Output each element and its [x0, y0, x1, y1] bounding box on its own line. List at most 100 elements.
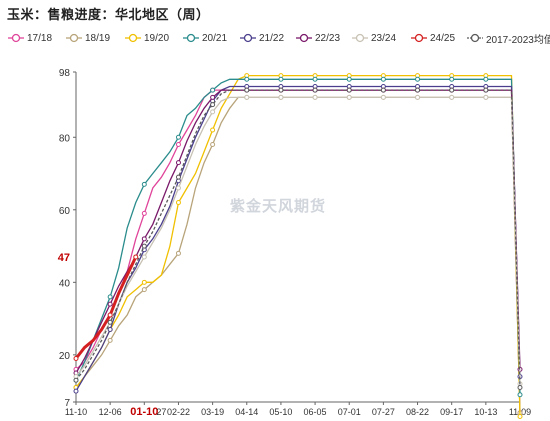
- series-point-3: [483, 76, 489, 82]
- series-point-1: [210, 142, 216, 148]
- series-point-3: [380, 76, 386, 82]
- watermark: 紫金天风期货: [230, 198, 327, 215]
- series-point-7: [133, 254, 139, 260]
- x-tick-label: 03-19: [201, 407, 224, 417]
- series-point-1: [107, 337, 113, 343]
- legend-item: 18/19: [66, 30, 110, 46]
- series-point-6: [346, 94, 352, 100]
- legend-marker-icon: [352, 33, 368, 43]
- x-tick-label: 02-22: [167, 407, 190, 417]
- legend-marker-icon: [66, 33, 82, 43]
- series-point-2: [141, 279, 147, 285]
- series-point-7: [73, 355, 79, 361]
- series-point-8: [517, 384, 523, 390]
- series-point-2: [517, 414, 523, 420]
- series-point-8: [175, 174, 181, 180]
- series-line-3: [75, 78, 521, 395]
- series-point-6: [175, 185, 181, 191]
- legend-marker-icon: [467, 33, 483, 43]
- legend-label: 22/23: [315, 32, 341, 44]
- series-point-3: [415, 76, 421, 82]
- series-point-5: [210, 94, 216, 100]
- series-point-6: [312, 94, 318, 100]
- chart-title: 玉米：售粮进度：华北地区（周）: [7, 7, 210, 22]
- series-point-3: [210, 87, 216, 93]
- legend-item: 19/20: [125, 30, 169, 46]
- series-point-6: [210, 109, 216, 115]
- legend-marker-icon: [8, 33, 24, 43]
- series-point-6: [278, 94, 284, 100]
- y-tick-label: 20: [59, 351, 71, 362]
- series-point-6: [244, 94, 250, 100]
- series-point-4: [107, 326, 113, 332]
- series-point-5: [141, 236, 147, 242]
- series-point-3: [449, 76, 455, 82]
- x-partial-tick-label: 27: [156, 407, 166, 417]
- y-tick-label: 98: [59, 68, 71, 79]
- x-tick-label: 07-01: [338, 407, 361, 417]
- legend-label: 2017-2023均值: [486, 34, 550, 46]
- legend-marker-icon: [240, 33, 256, 43]
- legend-item: 20/21: [183, 30, 227, 46]
- y-tick-label: 7: [64, 398, 70, 409]
- x-tick-label: 06-05: [304, 407, 327, 417]
- y-highlight-label: 47: [58, 252, 70, 264]
- legend-marker-icon: [296, 33, 312, 43]
- series-line-4: [75, 85, 521, 392]
- legend-label: 18/19: [85, 32, 111, 44]
- legend-label: 19/20: [144, 32, 170, 44]
- series-point-2: [210, 127, 216, 133]
- series-point-4: [73, 388, 79, 394]
- series-point-5: [175, 160, 181, 166]
- series-point-8: [380, 87, 386, 93]
- series-point-8: [210, 102, 216, 108]
- legend-item: 23/24: [352, 30, 396, 46]
- legend-item: 2017-2023均值: [467, 30, 550, 46]
- y-tick-label: 60: [59, 206, 71, 217]
- legend-marker-icon: [411, 33, 427, 43]
- y-tick-label: 80: [59, 133, 71, 144]
- series-point-8: [312, 87, 318, 93]
- legend-item: 22/23: [296, 30, 340, 46]
- series-point-6: [380, 94, 386, 100]
- series-line-2: [75, 74, 521, 417]
- series-point-7: [107, 312, 113, 318]
- series-point-1: [141, 287, 147, 293]
- series-point-8: [244, 87, 250, 93]
- x-tick-label: 12-06: [99, 407, 122, 417]
- series-point-3: [107, 294, 113, 300]
- legend-label: 23/24: [371, 32, 397, 44]
- series-line-7: [74, 256, 138, 360]
- series-point-8: [107, 319, 113, 325]
- series-point-8: [483, 87, 489, 93]
- series-point-3: [175, 134, 181, 140]
- legend-label: 20/21: [202, 32, 228, 44]
- x-tick-label: 04-14: [235, 407, 258, 417]
- series-point-6: [483, 94, 489, 100]
- series-point-5: [107, 301, 113, 307]
- series-point-3: [346, 76, 352, 82]
- series-point-3: [278, 76, 284, 82]
- legend-item: 24/25: [411, 30, 455, 46]
- series-line-8: [75, 89, 521, 388]
- series-point-8: [449, 87, 455, 93]
- x-tick-label: 11-10: [65, 407, 87, 417]
- legend-label: 17/18: [27, 32, 53, 44]
- legend-label: 24/25: [430, 32, 456, 44]
- series-point-8: [73, 377, 79, 383]
- series-point-8: [415, 87, 421, 93]
- series-point-3: [244, 76, 250, 82]
- series-point-2: [175, 200, 181, 206]
- legend-item: 17/18: [8, 30, 52, 46]
- series-point-6: [415, 94, 421, 100]
- series-point-0: [175, 142, 181, 148]
- series-point-6: [449, 94, 455, 100]
- x-tick-label: 07-27: [372, 407, 395, 417]
- legend-marker-icon: [183, 33, 199, 43]
- series-point-0: [141, 210, 147, 216]
- x-tick-label: 08-22: [406, 407, 429, 417]
- series-line-6: [75, 96, 521, 384]
- series-line-5: [75, 89, 521, 374]
- series-point-3: [312, 76, 318, 82]
